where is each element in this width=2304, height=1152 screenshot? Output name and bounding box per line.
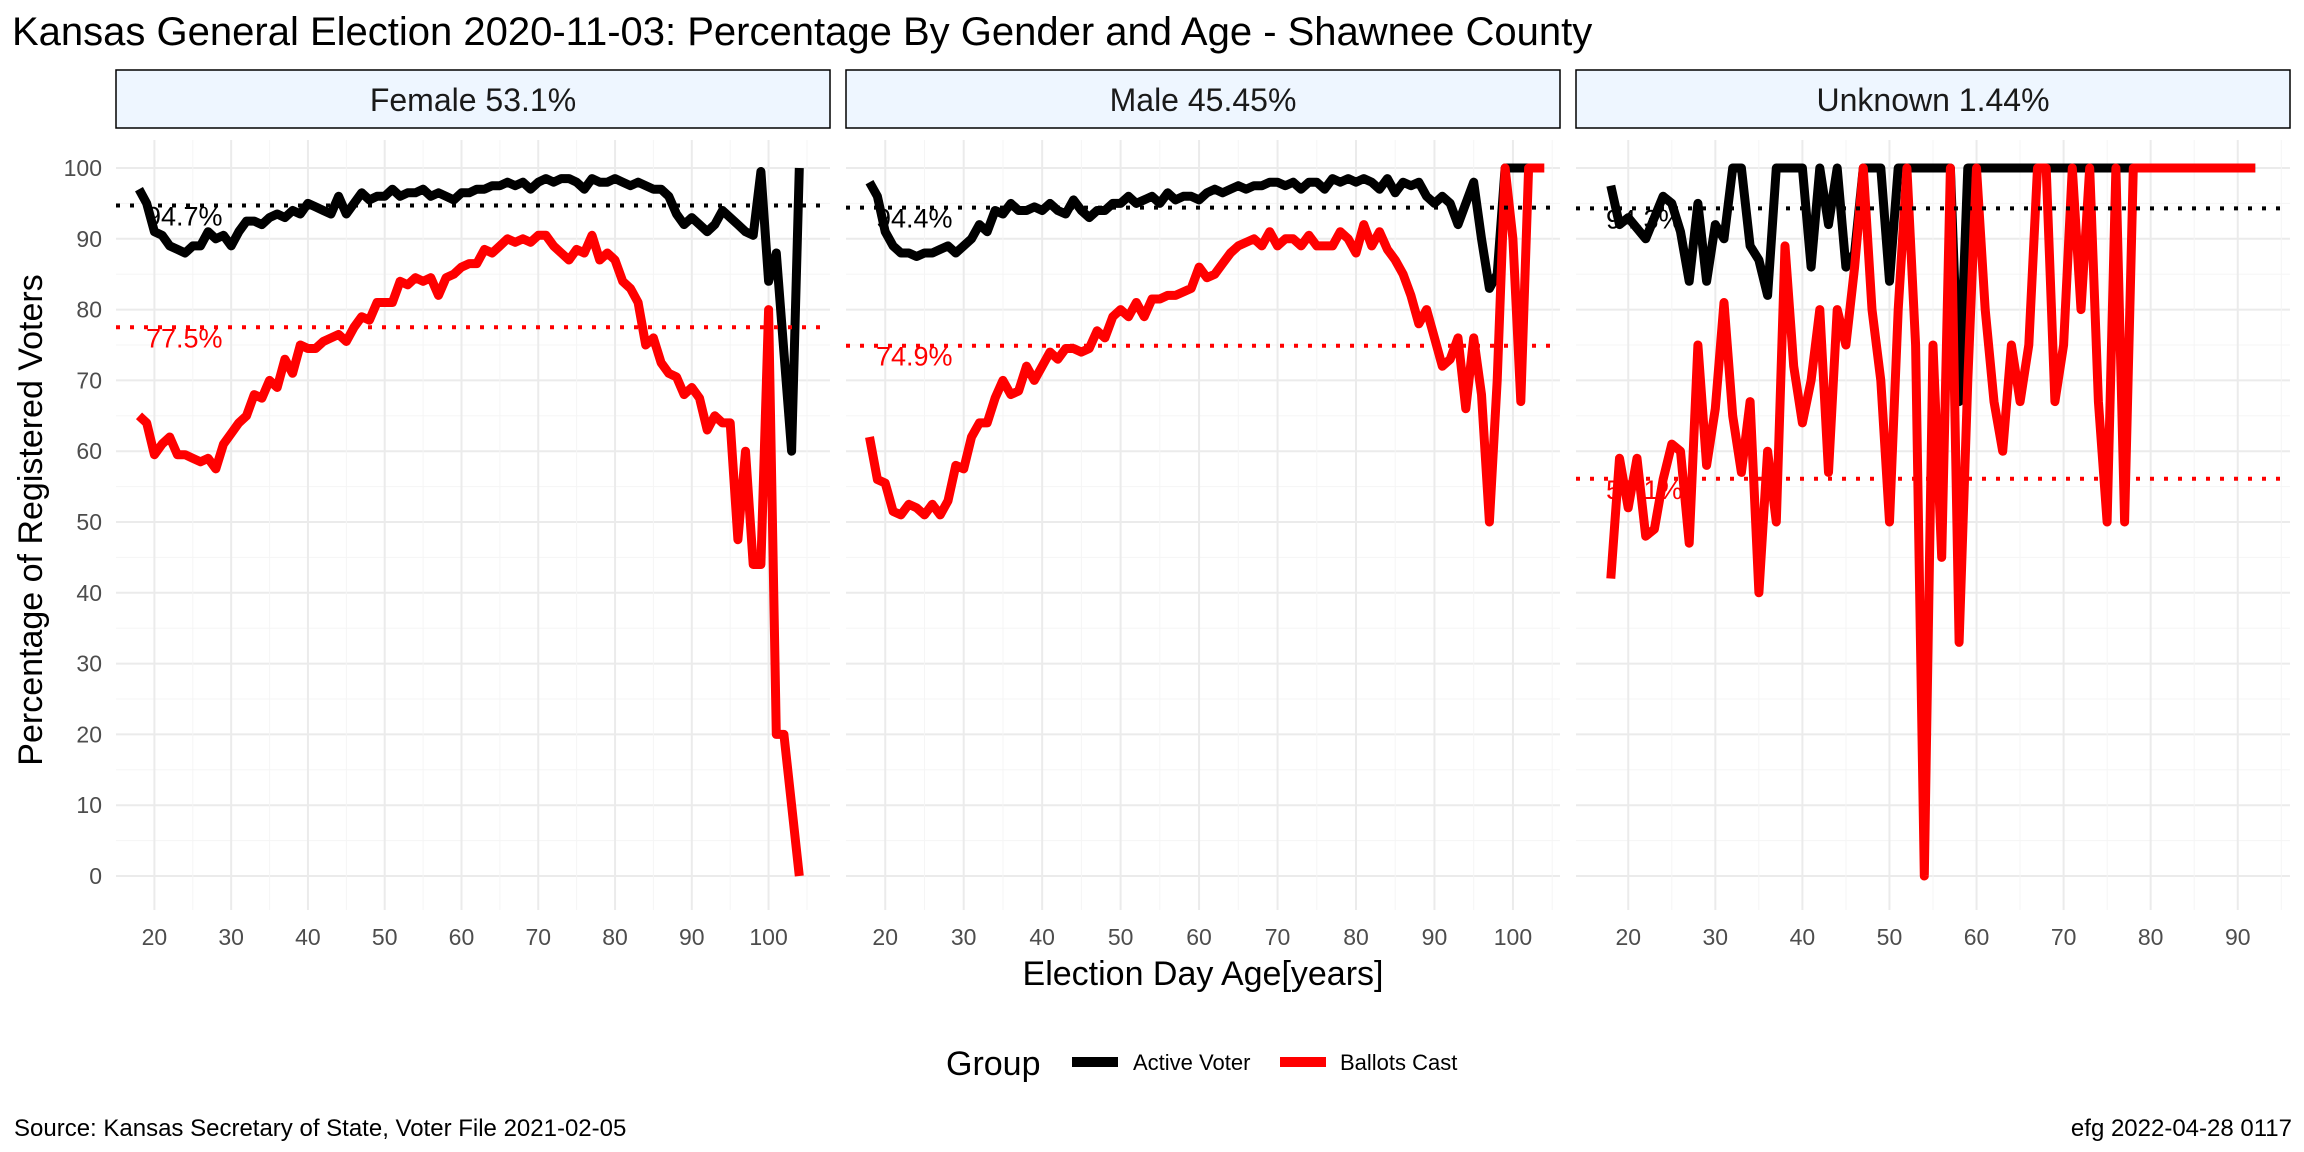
ballots-mean-label: 77.5% bbox=[146, 323, 223, 353]
x-tick-label: 60 bbox=[1186, 924, 1212, 950]
x-tick-label: 100 bbox=[1494, 924, 1532, 950]
x-tick-label: 50 bbox=[372, 924, 398, 950]
legend: Group Active Voter Ballots Cast bbox=[946, 1045, 1457, 1083]
x-tick-label: 90 bbox=[1422, 924, 1448, 950]
source-note: Source: Kansas Secretary of State, Voter… bbox=[14, 1115, 626, 1142]
x-tick-label: 80 bbox=[1343, 924, 1369, 950]
y-tick-label: 0 bbox=[89, 863, 102, 889]
y-tick-label: 10 bbox=[76, 792, 102, 818]
x-tick-label: 20 bbox=[1615, 924, 1641, 950]
facet-strip bbox=[115, 69, 831, 129]
active-mean-label: 94.4% bbox=[876, 204, 953, 234]
x-tick-label: 90 bbox=[679, 924, 705, 950]
y-tick-label: 90 bbox=[76, 226, 102, 252]
active-voter-line bbox=[135, 167, 804, 456]
y-tick-label: 100 bbox=[64, 155, 102, 181]
x-tick-label: 50 bbox=[1877, 924, 1903, 950]
x-tick-label: 70 bbox=[2051, 924, 2077, 950]
facet-strip-label: Unknown 1.44% bbox=[1816, 82, 2049, 118]
panel-3: 20 30 40 50 60 70 80 90 Unknown 1.44% 94.3% 56.1% bbox=[1575, 69, 2291, 950]
y-axis-label: Percentage of Registered Voters bbox=[12, 274, 50, 765]
legend-label-active: Active Voter bbox=[1133, 1050, 1250, 1075]
facet-strip bbox=[1575, 69, 2291, 129]
x-tick-label: 70 bbox=[525, 924, 551, 950]
x-tick-label: 80 bbox=[602, 924, 628, 950]
active-voter-line bbox=[865, 163, 1529, 293]
x-tick-label: 40 bbox=[295, 924, 321, 950]
ballots-cast-line bbox=[1606, 163, 2256, 881]
y-tick-label: 70 bbox=[76, 367, 102, 393]
x-axis-label: Election Day Age[years] bbox=[1023, 955, 1384, 993]
y-tick-label: 30 bbox=[76, 651, 102, 677]
x-tick-label: 20 bbox=[142, 924, 168, 950]
x-tick-label: 70 bbox=[1265, 924, 1291, 950]
x-tick-label: 100 bbox=[749, 924, 787, 950]
y-tick-label: 40 bbox=[76, 580, 102, 606]
ballots-cast-line bbox=[865, 163, 1545, 527]
x-tick-label: 90 bbox=[2225, 924, 2251, 950]
x-tick-label: 20 bbox=[872, 924, 898, 950]
x-tick-label: 40 bbox=[1790, 924, 1816, 950]
panel-2: 20 30 40 50 60 70 80 90 100 Male 45.45% 94.4% 74.9% bbox=[845, 69, 1561, 950]
timestamp-note: efg 2022-04-28 0117 bbox=[2071, 1115, 2292, 1142]
ballots-mean-label: 74.9% bbox=[876, 342, 953, 372]
y-tick-label: 20 bbox=[76, 721, 102, 747]
facet-strip-label: Female 53.1% bbox=[370, 82, 576, 118]
x-tick-label: 30 bbox=[1703, 924, 1729, 950]
y-tick-label: 80 bbox=[76, 297, 102, 323]
x-tick-label: 80 bbox=[2138, 924, 2164, 950]
facet-strip bbox=[845, 69, 1561, 129]
y-tick-label: 60 bbox=[76, 438, 102, 464]
x-tick-label: 40 bbox=[1029, 924, 1055, 950]
active-mean-label: 94.3% bbox=[1606, 204, 1683, 234]
legend-label-ballots: Ballots Cast bbox=[1340, 1050, 1457, 1075]
x-tick-label: 30 bbox=[218, 924, 244, 950]
panel-1: 20 30 40 50 60 70 80 90 100 0 10 20 30 40 50 60 70 80 90 10… bbox=[64, 69, 831, 950]
panels: 20 30 40 50 60 70 80 90 100 0 10 20 30 40 50 60 70 80 90 10… bbox=[64, 69, 2291, 950]
x-tick-label: 50 bbox=[1108, 924, 1134, 950]
ballots-mean-label: 56.1% bbox=[1606, 475, 1683, 505]
ballots-cast-line bbox=[135, 230, 804, 877]
legend-title: Group bbox=[946, 1045, 1041, 1083]
y-tick-label: 50 bbox=[76, 509, 102, 535]
x-tick-label: 60 bbox=[1964, 924, 1990, 950]
active-mean-label: 94.7% bbox=[146, 202, 223, 232]
x-tick-label: 30 bbox=[951, 924, 977, 950]
x-tick-label: 60 bbox=[449, 924, 475, 950]
chart-title: Kansas General Election 2020-11-03: Perc… bbox=[12, 10, 1592, 54]
facet-strip-label: Male 45.45% bbox=[1110, 82, 1297, 118]
